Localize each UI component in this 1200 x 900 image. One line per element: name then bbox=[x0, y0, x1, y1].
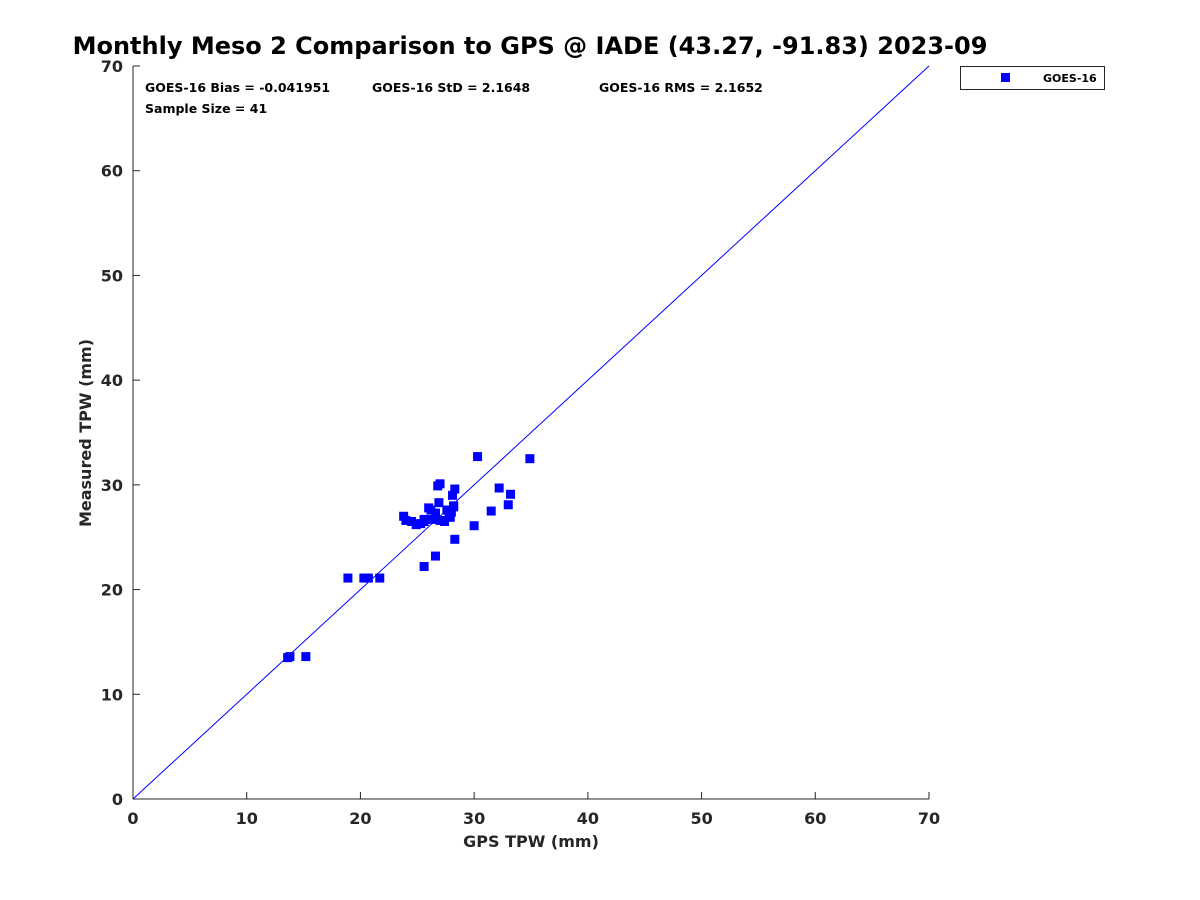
y-tick-label: 0 bbox=[112, 790, 123, 809]
data-point bbox=[469, 521, 479, 531]
data-point bbox=[363, 573, 373, 583]
std-stat: GOES-16 StD = 2.1648 bbox=[372, 80, 530, 95]
x-tick-label: 70 bbox=[918, 809, 940, 828]
y-tick-label: 20 bbox=[101, 581, 123, 600]
legend-box bbox=[960, 66, 1105, 90]
data-point bbox=[419, 562, 429, 572]
identity-reference-line bbox=[132, 65, 930, 800]
x-axis-label: GPS TPW (mm) bbox=[463, 832, 599, 851]
y-axis-ticks: 0 10 20 30 40 50 60 70 bbox=[101, 57, 140, 809]
x-tick-label: 20 bbox=[349, 809, 371, 828]
x-axis-ticks: 0 10 20 30 40 50 60 70 bbox=[127, 792, 940, 828]
data-point bbox=[525, 454, 535, 464]
data-point bbox=[343, 573, 353, 583]
y-tick-label: 40 bbox=[101, 371, 123, 390]
x-tick-label: 10 bbox=[236, 809, 258, 828]
data-point bbox=[435, 515, 445, 525]
data-point bbox=[435, 479, 445, 489]
data-point bbox=[430, 551, 440, 561]
data-point bbox=[285, 652, 295, 662]
data-points bbox=[283, 452, 535, 663]
x-tick-label: 50 bbox=[690, 809, 712, 828]
data-point bbox=[434, 498, 444, 508]
sample-size-stat: Sample Size = 41 bbox=[145, 101, 267, 116]
y-tick-label: 50 bbox=[101, 266, 123, 285]
data-point bbox=[419, 514, 429, 524]
y-tick-label: 70 bbox=[101, 57, 123, 76]
legend: GOES-16 bbox=[960, 66, 1105, 90]
data-point bbox=[486, 506, 496, 516]
data-point bbox=[440, 517, 450, 527]
x-tick-label: 40 bbox=[577, 809, 599, 828]
data-point bbox=[401, 515, 411, 525]
data-point bbox=[407, 517, 417, 527]
data-point bbox=[375, 573, 385, 583]
data-point bbox=[301, 652, 311, 662]
data-point bbox=[448, 490, 458, 500]
legend-marker bbox=[1001, 73, 1010, 82]
data-point bbox=[427, 514, 437, 524]
data-point bbox=[503, 500, 513, 510]
data-point bbox=[430, 508, 440, 518]
data-point bbox=[473, 452, 483, 462]
data-point bbox=[450, 534, 460, 544]
x-tick-label: 60 bbox=[804, 809, 826, 828]
legend-label: GOES-16 bbox=[1043, 72, 1097, 85]
x-tick-label: 0 bbox=[127, 809, 138, 828]
x-tick-label: 30 bbox=[463, 809, 485, 828]
y-axis-label: Measured TPW (mm) bbox=[76, 339, 95, 527]
data-point bbox=[449, 502, 459, 512]
data-point bbox=[450, 484, 460, 494]
data-point bbox=[506, 489, 516, 499]
data-point bbox=[426, 505, 436, 515]
chart-title: Monthly Meso 2 Comparison to GPS @ IADE … bbox=[73, 32, 988, 60]
y-tick-label: 10 bbox=[101, 685, 123, 704]
bias-stat: GOES-16 Bias = -0.041951 bbox=[145, 80, 330, 95]
data-point bbox=[444, 509, 454, 519]
data-point bbox=[411, 520, 421, 530]
y-tick-label: 30 bbox=[101, 476, 123, 495]
rms-stat: GOES-16 RMS = 2.1652 bbox=[599, 80, 763, 95]
y-tick-label: 60 bbox=[101, 162, 123, 181]
data-point bbox=[494, 483, 504, 493]
data-point bbox=[359, 573, 369, 583]
